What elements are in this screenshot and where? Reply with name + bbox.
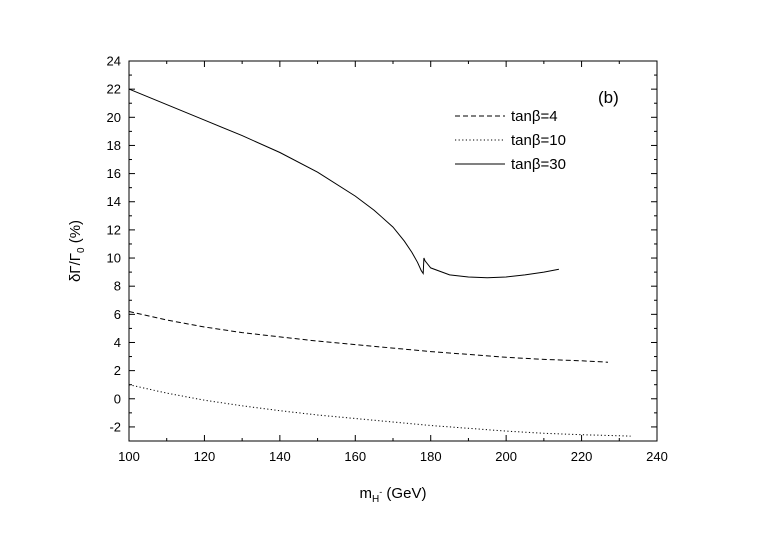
- series-line-3: [128, 88, 559, 279]
- legend: tanβ=4 tanβ=10 tanβ=30: [455, 108, 566, 173]
- plot-frame: [128, 60, 658, 442]
- y-tick-label: -2: [109, 419, 121, 434]
- y-axis-title: δΓ/Γ0 (%): [67, 220, 87, 282]
- y-tick-label: 2: [114, 363, 121, 378]
- y-tick-label: 18: [107, 138, 121, 153]
- x-tick-label: 160: [344, 449, 366, 464]
- y-tick-label: 16: [107, 166, 121, 181]
- y-tick-label: 14: [107, 194, 121, 209]
- y-tick-label: 20: [107, 110, 121, 125]
- y-tick-label: 8: [114, 279, 121, 294]
- x-tick-label: 180: [420, 449, 442, 464]
- x-tick-label: 240: [646, 449, 668, 464]
- panel-label: (b): [598, 88, 619, 107]
- x-tick-label: 100: [118, 449, 140, 464]
- plot-area: [128, 60, 658, 442]
- x-tick-label: 220: [571, 449, 593, 464]
- legend-label-2: tanβ=10: [511, 132, 566, 149]
- y-tick-label: 22: [107, 82, 121, 97]
- y-tick-label: 6: [114, 307, 121, 322]
- y-tick-label: 10: [107, 251, 121, 266]
- y-tick-label: 24: [107, 54, 121, 69]
- x-tick-label: 200: [495, 449, 517, 464]
- x-tick-label: 140: [269, 449, 291, 464]
- series-line-1: [128, 311, 609, 363]
- y-tick-label: 4: [114, 335, 121, 350]
- y-tick-label: 12: [107, 222, 121, 237]
- x-tick-label: 120: [194, 449, 216, 464]
- series-lines: [128, 88, 631, 437]
- legend-label-1: tanβ=4: [511, 108, 558, 125]
- x-axis-title: mH- (GeV): [360, 485, 427, 505]
- legend-label-3: tanβ=30: [511, 156, 566, 173]
- axis-ticks: 100 120 140 160 180 200 220 240-202468101214161…: [107, 54, 668, 465]
- series-line-2: [128, 384, 631, 437]
- y-tick-label: 0: [114, 391, 121, 406]
